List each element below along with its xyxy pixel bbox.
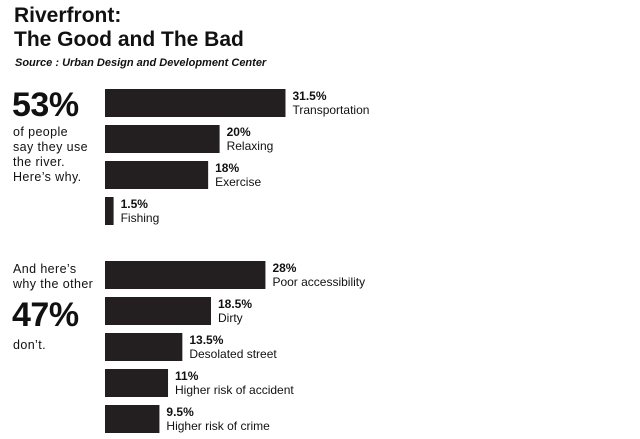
- use-reasons-value-label: 31.5%: [292, 89, 326, 103]
- nonuse-reasons-bar: [105, 297, 211, 325]
- nonuse-reasons-value-label: 28%: [272, 261, 296, 275]
- nonuse-reasons-category-label: Poor accessibility: [272, 275, 365, 289]
- nonuse-reasons-category-label: Higher risk of crime: [166, 419, 270, 433]
- use-reasons-value-label: 1.5%: [121, 197, 149, 211]
- use-reasons-bar: [105, 89, 285, 117]
- bar-chart: 31.5%Transportation 20%Relaxing 18%Exercis…: [0, 0, 640, 439]
- nonuse-reasons-value-label: 18.5%: [218, 297, 252, 311]
- use-reasons-bar: [105, 161, 208, 189]
- nonuse-reasons-bar: [105, 369, 168, 397]
- nonuse-reasons-category-label: Higher risk of accident: [175, 383, 294, 397]
- nonuse-reasons-value-label: 13.5%: [189, 333, 223, 347]
- use-reasons-bar: [105, 125, 220, 153]
- nonuse-reasons-bar: [105, 405, 159, 433]
- nonuse-reasons-bar: [105, 261, 265, 289]
- use-reasons-bar: [105, 197, 114, 225]
- use-reasons-category-label: Exercise: [215, 175, 261, 189]
- nonuse-reasons-category-label: Dirty: [218, 311, 243, 325]
- nonuse-reasons-value-label: 11%: [175, 369, 199, 383]
- use-reasons-category-label: Transportation: [292, 103, 369, 117]
- nonuse-reasons-value-label: 9.5%: [166, 405, 194, 419]
- use-reasons-value-label: 18%: [215, 161, 239, 175]
- use-reasons-category-label: Relaxing: [227, 139, 274, 153]
- use-reasons-category-label: Fishing: [121, 211, 160, 225]
- nonuse-reasons-category-label: Desolated street: [189, 347, 277, 361]
- nonuse-reasons-bar: [105, 333, 182, 361]
- use-reasons-value-label: 20%: [227, 125, 251, 139]
